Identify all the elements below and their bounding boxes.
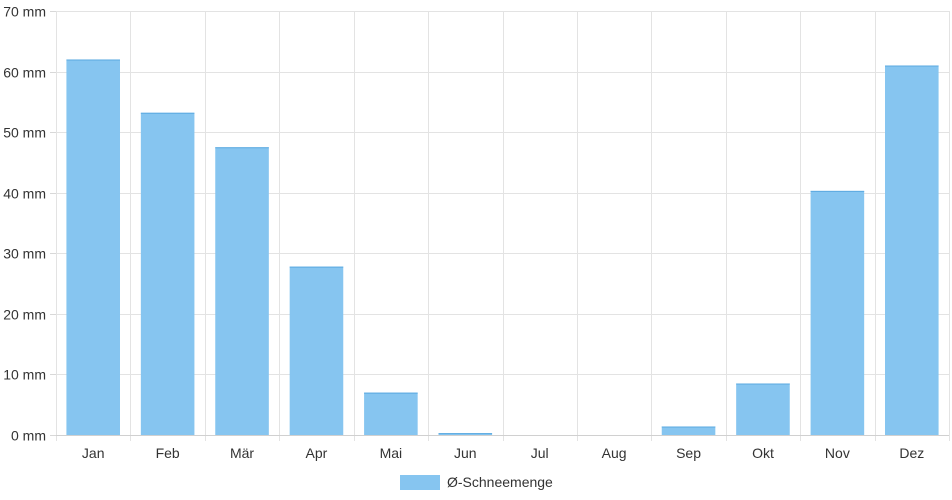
x-tick-label: Jul	[531, 445, 549, 461]
x-tick-label: Jun	[454, 445, 477, 461]
x-tick-label: Apr	[306, 445, 328, 461]
y-tick-label: 60 mm	[3, 65, 46, 81]
bar-mai[interactable]	[364, 392, 418, 435]
bar-jan[interactable]	[66, 59, 120, 436]
legend[interactable]: Ø-Schneemenge	[400, 474, 553, 490]
bar-nov[interactable]	[810, 190, 865, 435]
y-tick-label: 30 mm	[3, 246, 46, 262]
x-tick-label: Dez	[899, 445, 924, 461]
bar-okt[interactable]	[736, 383, 790, 435]
y-tick-label: 50 mm	[3, 125, 46, 141]
y-tick-label: 10 mm	[3, 367, 46, 383]
legend-label[interactable]: Ø-Schneemenge	[447, 474, 553, 490]
bar-sep[interactable]	[661, 426, 716, 435]
x-tick-label: Nov	[825, 445, 850, 461]
bar-mär[interactable]	[215, 147, 269, 436]
x-tick-label: Jan	[82, 445, 105, 461]
legend-swatch[interactable]	[400, 475, 440, 490]
x-tick-label: Aug	[602, 445, 627, 461]
x-tick-label: Mär	[230, 445, 254, 461]
x-tick-label: Sep	[676, 445, 701, 461]
bar-dez[interactable]	[885, 65, 939, 435]
y-tick-label: 40 mm	[3, 186, 46, 202]
y-tick-label: 70 mm	[3, 4, 46, 20]
y-axis-tick-labels: 0 mm 10 mm 20 mm 30 mm 40 mm 50 mm 60 mm 70 mm	[3, 4, 46, 444]
x-axis-tick-labels: Jan Feb Mär Apr Mai Jun Jul Aug Sep Okt Nov Dez	[82, 445, 924, 461]
x-tick-label: Okt	[752, 445, 774, 461]
grid-lines	[56, 11, 950, 441]
bar-feb[interactable]	[140, 112, 195, 435]
axes	[50, 11, 949, 436]
bars	[66, 59, 939, 436]
bar-apr[interactable]	[289, 266, 344, 435]
y-tick-label: 20 mm	[3, 307, 46, 323]
y-tick-label: 0 mm	[11, 428, 46, 444]
x-tick-label: Mai	[380, 445, 403, 461]
x-tick-label: Feb	[156, 445, 180, 461]
